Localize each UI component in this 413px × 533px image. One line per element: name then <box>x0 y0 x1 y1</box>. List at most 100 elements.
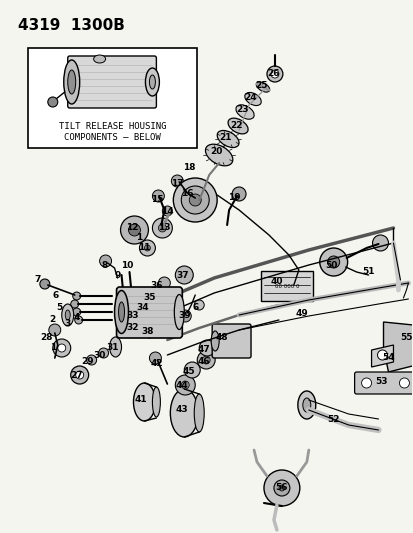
Text: 1: 1 <box>136 233 142 243</box>
Circle shape <box>194 300 204 310</box>
Ellipse shape <box>228 118 247 134</box>
Text: 46: 46 <box>197 358 210 367</box>
Circle shape <box>71 300 78 308</box>
Circle shape <box>100 255 111 267</box>
Circle shape <box>73 292 81 300</box>
Circle shape <box>175 266 193 284</box>
Text: 44: 44 <box>176 381 188 390</box>
Ellipse shape <box>68 70 76 94</box>
Ellipse shape <box>302 398 310 412</box>
Circle shape <box>144 245 150 251</box>
Text: 37: 37 <box>176 271 188 280</box>
Circle shape <box>47 97 58 107</box>
Text: 16: 16 <box>180 189 193 198</box>
Text: 23: 23 <box>235 106 248 115</box>
Text: 14: 14 <box>161 207 173 216</box>
Text: 19: 19 <box>227 193 240 203</box>
Circle shape <box>58 344 66 352</box>
Text: 9: 9 <box>114 271 121 279</box>
Ellipse shape <box>170 389 198 437</box>
Text: 52: 52 <box>327 416 339 424</box>
Circle shape <box>181 186 209 214</box>
Text: 18: 18 <box>183 164 195 173</box>
FancyBboxPatch shape <box>260 271 312 301</box>
Circle shape <box>98 348 108 358</box>
Text: 51: 51 <box>361 266 374 276</box>
Text: 49: 49 <box>295 309 307 318</box>
Circle shape <box>151 288 163 300</box>
Circle shape <box>171 175 183 187</box>
Text: 4: 4 <box>74 312 80 321</box>
Circle shape <box>175 375 195 395</box>
FancyBboxPatch shape <box>68 56 156 108</box>
Ellipse shape <box>235 105 254 119</box>
Circle shape <box>361 378 370 388</box>
Ellipse shape <box>93 55 105 63</box>
FancyBboxPatch shape <box>354 372 413 394</box>
Circle shape <box>181 381 189 389</box>
Circle shape <box>399 378 408 388</box>
Text: 4319  1300B: 4319 1300B <box>18 18 124 33</box>
Circle shape <box>179 310 191 322</box>
Text: 47: 47 <box>197 345 210 354</box>
Text: 17: 17 <box>171 179 183 188</box>
Text: 42: 42 <box>150 359 162 367</box>
Ellipse shape <box>65 310 70 320</box>
Text: 29: 29 <box>81 358 94 367</box>
Circle shape <box>128 316 140 328</box>
Text: 6: 6 <box>52 292 59 301</box>
Text: 15: 15 <box>151 196 163 205</box>
Text: 6: 6 <box>192 303 198 311</box>
Ellipse shape <box>194 394 204 432</box>
Text: 31: 31 <box>106 343 119 352</box>
FancyBboxPatch shape <box>212 324 250 358</box>
Text: 40: 40 <box>270 277 282 286</box>
Text: TILT RELEASE HOUSING: TILT RELEASE HOUSING <box>59 122 166 131</box>
Text: 10: 10 <box>121 261 133 270</box>
Text: 38: 38 <box>141 327 153 336</box>
Text: 32: 32 <box>126 324 138 333</box>
Ellipse shape <box>152 387 160 417</box>
Circle shape <box>143 326 155 338</box>
Text: 5: 5 <box>57 303 63 312</box>
Circle shape <box>158 224 166 232</box>
Circle shape <box>377 350 387 360</box>
Text: 56: 56 <box>275 483 287 492</box>
Ellipse shape <box>174 295 184 329</box>
Text: 21: 21 <box>218 133 231 142</box>
Text: 12: 12 <box>126 223 138 232</box>
Circle shape <box>199 340 215 356</box>
Circle shape <box>136 306 148 318</box>
Polygon shape <box>382 322 413 372</box>
Text: 35: 35 <box>143 294 155 303</box>
Text: 3: 3 <box>64 319 71 327</box>
Circle shape <box>128 224 140 236</box>
Circle shape <box>202 356 210 364</box>
Circle shape <box>120 216 148 244</box>
Text: 00 000 0: 00 000 0 <box>274 284 299 288</box>
Text: 43: 43 <box>176 406 188 415</box>
Circle shape <box>49 324 61 336</box>
Circle shape <box>372 235 387 251</box>
Ellipse shape <box>256 82 269 92</box>
Polygon shape <box>370 345 392 367</box>
Circle shape <box>158 277 170 289</box>
Ellipse shape <box>205 144 232 166</box>
Circle shape <box>73 308 81 316</box>
Text: 41: 41 <box>134 395 147 405</box>
Text: 55: 55 <box>399 333 412 342</box>
Text: 2: 2 <box>50 316 56 325</box>
Ellipse shape <box>145 68 159 96</box>
Text: 39: 39 <box>178 311 190 320</box>
Circle shape <box>273 480 289 496</box>
Circle shape <box>319 248 347 276</box>
Ellipse shape <box>118 302 124 322</box>
Circle shape <box>152 190 164 202</box>
Ellipse shape <box>211 331 218 351</box>
Text: 33: 33 <box>126 311 138 320</box>
Circle shape <box>184 362 200 378</box>
Text: 26: 26 <box>267 69 280 77</box>
Ellipse shape <box>217 131 238 148</box>
Circle shape <box>143 296 155 308</box>
Circle shape <box>40 279 50 289</box>
